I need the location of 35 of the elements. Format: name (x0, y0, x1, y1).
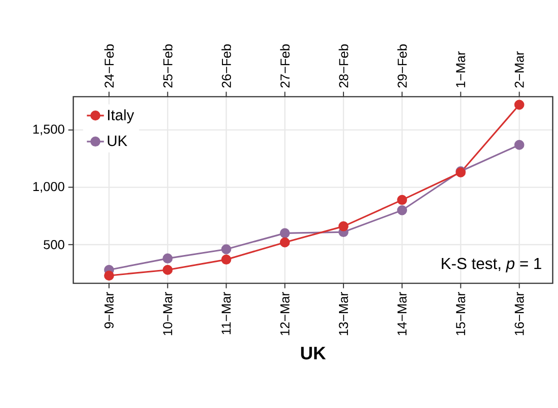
x-axis-title: UK (301, 346, 326, 360)
x2-tick-label: 1−Mar (456, 51, 466, 88)
point (104, 270, 114, 281)
x-tick-label: 14−Mar (398, 292, 407, 336)
x2-tick-label: 26−Feb (221, 44, 232, 88)
legend-label: UK (108, 136, 128, 146)
point (221, 244, 232, 254)
point (397, 194, 408, 205)
y-tick-label: 1,000 (33, 182, 64, 193)
x2-tick-label: 27−Feb (280, 44, 290, 88)
x2-tick-label: 25−Feb (162, 44, 172, 88)
point (397, 205, 408, 216)
point (514, 100, 524, 110)
x2-tick-label: 28−Feb (338, 44, 348, 88)
y-tick-label: 500 (44, 240, 64, 250)
annotation: K-S test, p = 1 (442, 258, 542, 272)
x2-tick-label: 24−Feb (104, 44, 114, 88)
x-tick-label: 12−Mar (280, 292, 290, 336)
x-tick-label: 13−Mar (338, 292, 348, 336)
y-tick-label: 1,500 (33, 124, 64, 136)
x-tick-label: 16−Mar (514, 292, 524, 336)
x-tick-label: 9−Mar (104, 292, 114, 328)
point (514, 140, 524, 150)
x2-tick-label: 2−Mar (514, 51, 524, 88)
x-tick-label: 15−Mar (456, 292, 466, 336)
point (280, 237, 290, 248)
point (162, 253, 173, 264)
legend-label: Italy (108, 109, 134, 124)
point (162, 264, 173, 275)
point (338, 221, 348, 232)
x-tick-label: 10−Mar (163, 292, 172, 336)
x2-tick-label: 29−Feb (397, 44, 407, 88)
point (280, 228, 290, 238)
point (221, 254, 232, 265)
x-tick-label: 11−Mar (222, 292, 231, 334)
